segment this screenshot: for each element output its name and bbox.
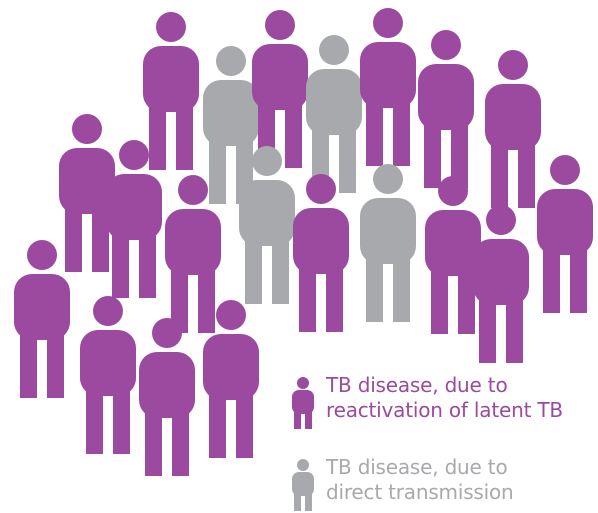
person-icon xyxy=(80,296,136,454)
person-icon xyxy=(473,205,529,363)
person-icon xyxy=(537,155,593,313)
person-icon xyxy=(292,377,314,429)
person-icon xyxy=(292,459,314,511)
person-icon xyxy=(360,8,416,166)
legend-label-direct: TB disease, due to direct transmission xyxy=(326,455,514,504)
person-icon xyxy=(14,240,70,398)
person-icon xyxy=(203,46,259,204)
person-icon xyxy=(165,175,221,333)
person-icon xyxy=(139,318,195,476)
person-icon xyxy=(143,12,199,170)
person-icon xyxy=(252,10,308,168)
person-icon xyxy=(306,35,362,193)
person-icon xyxy=(418,30,474,188)
person-icon xyxy=(106,140,162,298)
person-icon xyxy=(485,50,541,208)
person-icon xyxy=(425,176,481,334)
person-icon xyxy=(360,164,416,322)
person-icon xyxy=(203,300,259,458)
person-icon xyxy=(293,174,349,332)
legend-label-reactivation: TB disease, due to reactivation of laten… xyxy=(326,373,563,422)
person-icon xyxy=(239,146,295,304)
person-icon xyxy=(59,114,115,272)
